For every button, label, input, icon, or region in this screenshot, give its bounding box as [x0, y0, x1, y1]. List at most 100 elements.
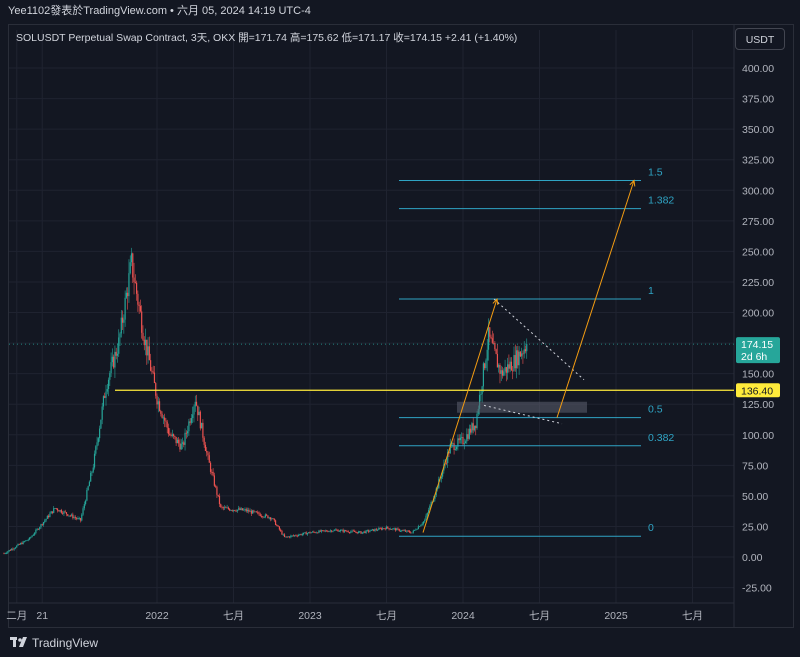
candle-body [74, 517, 76, 519]
currency-button[interactable]: USDT [735, 28, 785, 50]
candle-body [37, 528, 40, 530]
candle-body [45, 518, 47, 521]
candle-body [248, 509, 250, 512]
candle-body [263, 517, 265, 518]
candle-body [420, 524, 422, 527]
candle-body [31, 535, 33, 538]
symbol-title[interactable]: SOLUSDT Perpetual Swap Contract, 3天, OKX [16, 32, 236, 44]
candle-body [347, 531, 349, 533]
candle-body [309, 532, 311, 534]
candle-body [515, 350, 518, 369]
candle-body [68, 515, 70, 517]
candle-body [241, 508, 244, 511]
candle-body [380, 528, 382, 530]
candle-body [146, 339, 148, 356]
high-label: 高= [289, 32, 307, 44]
support-price-label-bg [736, 383, 780, 398]
candle-body [21, 543, 23, 545]
candle-body [333, 529, 335, 531]
last-price-label-text: 174.15 [741, 339, 773, 351]
candle-body [17, 544, 19, 546]
candle-body [426, 512, 428, 516]
projection-arrow-2-head [629, 179, 636, 187]
chart-frame[interactable] [8, 24, 794, 628]
candle-body [442, 470, 444, 477]
fib-level-label: 0 [648, 522, 654, 534]
candle-body [405, 530, 407, 532]
candle-body [123, 319, 125, 323]
candle-body [264, 514, 266, 518]
candle-body [508, 364, 510, 369]
candle-body [83, 504, 85, 509]
candle-body [220, 504, 222, 507]
candle-body [184, 432, 186, 445]
candle-body [114, 351, 116, 368]
candle-body [278, 526, 280, 530]
candle-body [495, 349, 497, 354]
candle-body [169, 433, 171, 436]
candle-body [91, 471, 93, 473]
x-tick-label: 七月 [376, 610, 397, 622]
x-tick-label: 21 [36, 610, 48, 622]
candle-body [46, 515, 48, 519]
candle-body [27, 539, 29, 541]
y-tick-label: 325.00 [742, 155, 774, 167]
candle-body [445, 462, 448, 464]
candle-body [50, 511, 52, 514]
candle-body [463, 443, 465, 445]
open-value: 171.74 [254, 32, 287, 44]
candle-body [254, 511, 256, 513]
candle-body [291, 535, 293, 537]
candle-body [320, 530, 323, 532]
candle-body [494, 342, 496, 350]
y-tick-label: 400.00 [742, 63, 774, 75]
candle-body [227, 507, 229, 509]
candle-body [327, 531, 329, 533]
candle-body [424, 520, 426, 522]
candle-body [351, 530, 353, 532]
publish-header: Yee1102發表於TradingView.com • 六月 05, 2024 … [0, 0, 800, 22]
candle-body [304, 532, 306, 534]
candle-body [26, 540, 28, 542]
candle-body [215, 485, 217, 487]
candle-body [360, 531, 362, 534]
y-tick-label: 50.00 [742, 491, 768, 503]
candle-body [456, 446, 458, 450]
candle-body [305, 532, 307, 535]
candle-body [164, 417, 166, 421]
candle-body [111, 356, 113, 363]
fib-level-label: 0.382 [648, 432, 674, 444]
candle-body [158, 401, 161, 412]
candle-body [104, 396, 106, 398]
candle-body [267, 515, 269, 519]
candle-body [119, 333, 121, 338]
candle-body [368, 530, 370, 532]
x-tick-label: 2023 [298, 610, 322, 622]
projection-arrow-1-head [492, 297, 499, 306]
candle-body [78, 518, 80, 519]
candle-body [493, 342, 495, 344]
candle-body [394, 528, 397, 531]
candle-body [62, 512, 64, 514]
candle-body [266, 514, 268, 516]
candle-body [355, 531, 357, 533]
candle-body [142, 332, 144, 340]
candle-body [85, 500, 87, 505]
candle-body [206, 451, 208, 453]
candle-body [76, 518, 78, 519]
candle-body [133, 277, 135, 283]
candle-body [402, 530, 404, 532]
candle-body [440, 476, 442, 479]
candle-body [99, 428, 101, 439]
candle-body [116, 353, 119, 356]
candle-body [362, 531, 365, 533]
candle-body [121, 317, 124, 323]
candle-body [77, 518, 79, 519]
candle-body [314, 532, 316, 533]
candle-body [262, 516, 264, 518]
candle-body [289, 536, 291, 538]
high-value: 175.62 [306, 32, 339, 44]
candle-body [180, 443, 182, 450]
candle-body [364, 531, 366, 533]
